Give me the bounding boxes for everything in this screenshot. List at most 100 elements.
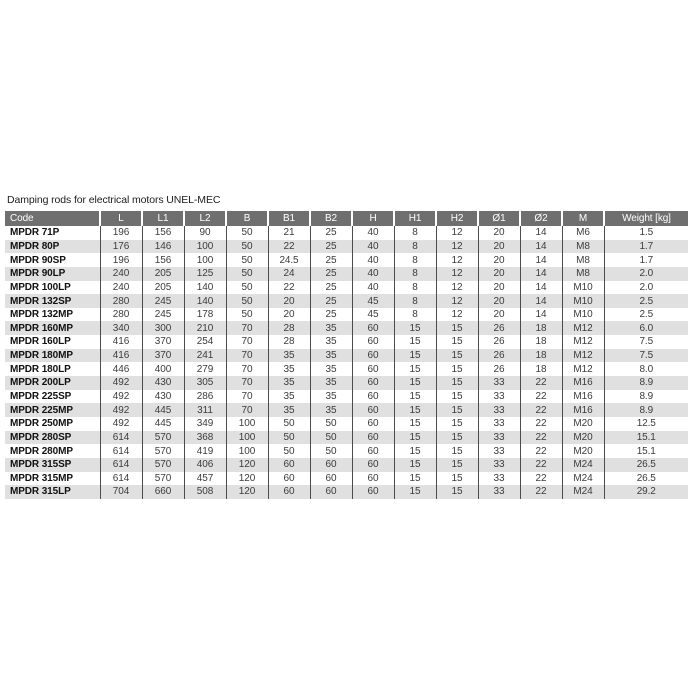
value-cell: 15 bbox=[394, 457, 437, 472]
value-cell: 15 bbox=[436, 457, 479, 472]
value-cell: 18 bbox=[520, 321, 563, 336]
value-cell: 60 bbox=[352, 321, 395, 336]
value-cell: 33 bbox=[478, 416, 521, 431]
value-cell: 45 bbox=[352, 307, 395, 322]
value-cell: 12 bbox=[436, 239, 479, 254]
value-cell: 35 bbox=[310, 321, 353, 336]
value-cell: M20 bbox=[562, 430, 605, 445]
value-cell: 416 bbox=[100, 335, 143, 349]
value-cell: 25 bbox=[310, 266, 353, 281]
value-cell: 60 bbox=[352, 403, 395, 417]
value-cell: 60 bbox=[352, 335, 395, 349]
value-cell: 50 bbox=[310, 444, 353, 458]
column-header-h: H bbox=[352, 211, 395, 226]
value-cell: 60 bbox=[352, 362, 395, 377]
value-cell: 40 bbox=[352, 239, 395, 254]
column-header-l1: L1 bbox=[142, 211, 185, 226]
value-cell: 245 bbox=[142, 294, 185, 308]
value-cell: 140 bbox=[184, 294, 227, 308]
table-body: MPDR 71P 196 156 90 50 21 25 40 8 12 20 14 M6 1.5 MPDR… bbox=[5, 226, 688, 499]
value-cell: 614 bbox=[100, 444, 143, 458]
value-cell: 492 bbox=[100, 403, 143, 417]
value-cell: 14 bbox=[520, 266, 563, 281]
value-cell: 20 bbox=[478, 280, 521, 295]
code-cell: MPDR 180MP bbox=[5, 348, 101, 363]
value-cell: 26.5 bbox=[636, 459, 656, 471]
value-cell: M10 bbox=[562, 294, 605, 308]
table-row: MPDR 80P 176 146 100 50 22 25 40 8 12 20 14 M8 1.7 bbox=[5, 239, 688, 254]
value-cell: 8 bbox=[394, 280, 437, 295]
value-cell: 570 bbox=[142, 457, 185, 472]
value-cell: 254 bbox=[184, 335, 227, 349]
value-cell: 15 bbox=[436, 416, 479, 431]
value-cell: 60 bbox=[268, 485, 311, 499]
table-row: MPDR 90LP 240 205 125 50 24 25 40 8 12 20 14 M8 2.0 bbox=[5, 266, 688, 281]
value-cell: 15 bbox=[394, 430, 437, 445]
value-cell: 178 bbox=[184, 307, 227, 322]
value-cell: 570 bbox=[142, 444, 185, 458]
value-cell: 15 bbox=[394, 376, 437, 390]
value-cell: 24 bbox=[268, 266, 311, 281]
value-cell: 15 bbox=[436, 485, 479, 499]
value-cell: 22 bbox=[520, 444, 563, 458]
value-cell: 25 bbox=[310, 253, 353, 267]
value-cell: 33 bbox=[478, 376, 521, 390]
value-cell: 50 bbox=[226, 266, 269, 281]
code-cell: MPDR 225SP bbox=[5, 389, 101, 404]
value-cell: 15 bbox=[394, 362, 437, 377]
value-cell: 120 bbox=[226, 471, 269, 486]
value-cell: 15 bbox=[394, 485, 437, 499]
value-cell: 35 bbox=[268, 389, 311, 404]
value-cell: 21 bbox=[268, 226, 311, 240]
value-cell: 368 bbox=[184, 430, 227, 445]
damping-rods-spec-table: Code L L1 L2 B B1 B2 H H1 H2 Ø1 Ø2 M Weight [kg] MPDR… bbox=[5, 211, 688, 499]
value-cell: 704 bbox=[100, 485, 143, 499]
value-cell: 146 bbox=[142, 239, 185, 254]
value-cell: 20 bbox=[268, 307, 311, 322]
table-row: MPDR 200LP 492 430 305 70 35 35 60 15 15 33 22 M16 8.… bbox=[5, 376, 688, 390]
value-cell: 8.9 bbox=[639, 391, 654, 402]
value-cell: 156 bbox=[142, 253, 185, 267]
code-cell: MPDR 250MP bbox=[5, 416, 101, 431]
value-cell: 35 bbox=[310, 362, 353, 377]
value-cell: 25 bbox=[310, 294, 353, 308]
value-cell: M8 bbox=[562, 239, 605, 254]
value-cell: 50 bbox=[268, 416, 311, 431]
value-cell: 35 bbox=[310, 335, 353, 349]
value-cell: 60 bbox=[352, 416, 395, 431]
value-cell: 492 bbox=[100, 389, 143, 404]
value-cell: 15.1 bbox=[636, 445, 656, 457]
value-cell: 40 bbox=[352, 226, 395, 240]
value-cell: 22 bbox=[520, 457, 563, 472]
value-cell: 14 bbox=[520, 239, 563, 254]
value-cell: 15 bbox=[394, 321, 437, 336]
table-header: Code L L1 L2 B B1 B2 H H1 H2 Ø1 Ø2 M Weight [kg] bbox=[5, 211, 688, 226]
value-cell: 22 bbox=[520, 416, 563, 431]
value-cell: 28 bbox=[268, 335, 311, 349]
value-cell: 25 bbox=[310, 280, 353, 295]
value-cell: 8.9 bbox=[639, 404, 654, 416]
column-header-b1: B1 bbox=[268, 211, 311, 226]
value-cell: 8.9 bbox=[639, 377, 654, 389]
value-cell: 29.2 bbox=[636, 486, 656, 498]
value-cell: 50 bbox=[226, 226, 269, 240]
value-cell: 15 bbox=[436, 444, 479, 458]
column-header-l2: L2 bbox=[184, 211, 227, 226]
value-cell: M20 bbox=[562, 416, 605, 431]
value-cell: 100 bbox=[226, 430, 269, 445]
value-cell: 2.0 bbox=[639, 281, 654, 293]
value-cell: 22 bbox=[520, 403, 563, 417]
column-header-code: Code bbox=[5, 211, 101, 226]
value-cell: 15 bbox=[394, 416, 437, 431]
value-cell: 570 bbox=[142, 430, 185, 445]
value-cell: 50 bbox=[226, 307, 269, 322]
value-cell: 35 bbox=[268, 362, 311, 377]
value-cell: 508 bbox=[184, 485, 227, 499]
value-cell: 430 bbox=[142, 376, 185, 390]
value-cell: 33 bbox=[478, 403, 521, 417]
value-cell: 15 bbox=[394, 444, 437, 458]
value-cell: M8 bbox=[562, 266, 605, 281]
value-cell: 18 bbox=[520, 335, 563, 349]
value-cell: 245 bbox=[142, 307, 185, 322]
value-cell: 445 bbox=[142, 403, 185, 417]
